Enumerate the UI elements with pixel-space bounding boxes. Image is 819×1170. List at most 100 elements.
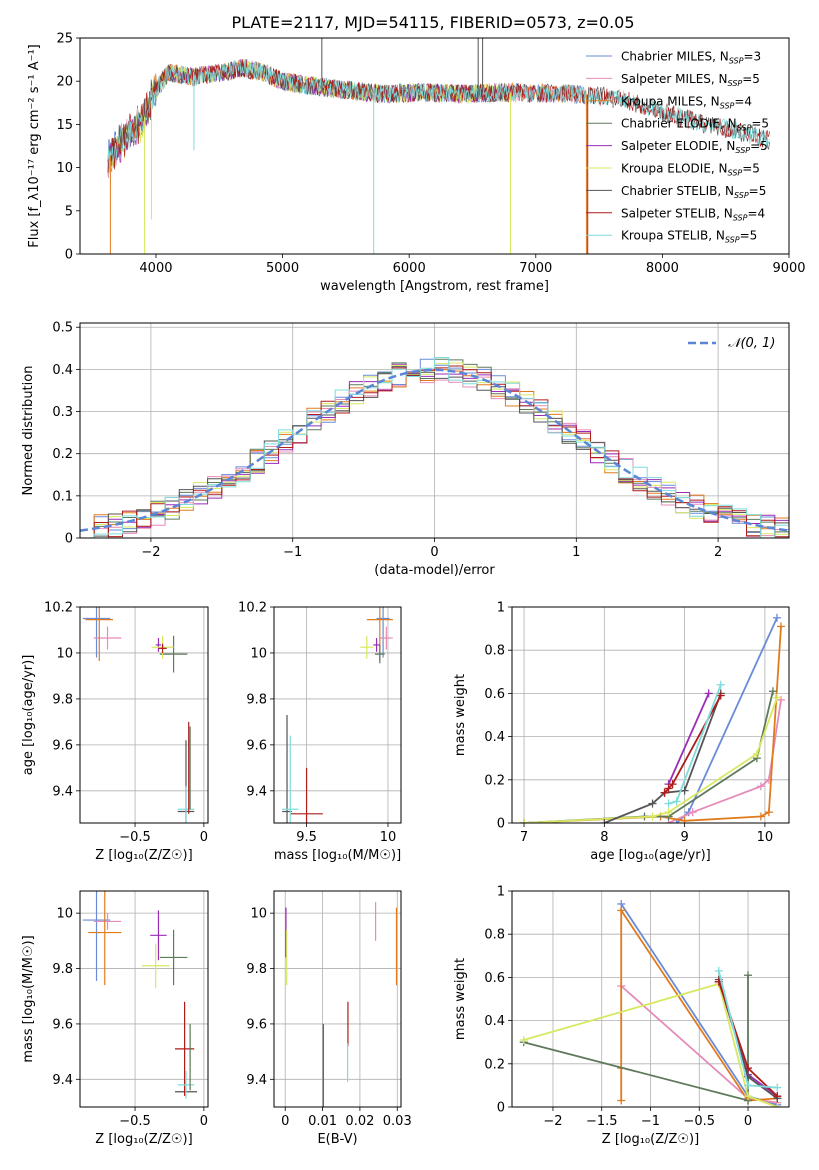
legend-label-kroupa_elodie: Kroupa ELODIE, NSSP=5 — [621, 162, 760, 178]
y-tick-label: 0.6 — [484, 687, 505, 702]
weight_vs_age-marker — [756, 782, 765, 791]
x-tick-label: 6000 — [393, 261, 426, 276]
age_vs_mass-point-0 — [376, 607, 390, 658]
mass_vs_ebv-frame — [273, 890, 402, 1108]
y-axis-label: Flux [f_λ10⁻¹⁷ erg cm⁻² s⁻¹ A⁻¹] — [27, 44, 42, 248]
x-tick-label: 0 — [200, 1114, 208, 1129]
weight_vs_age-marker — [776, 695, 785, 704]
age_vs_mass-point-1 — [379, 626, 393, 650]
age_vs_Z-point-7 — [158, 643, 167, 653]
weight_vs_age-marker — [664, 784, 673, 793]
weight_vs_age-marker — [520, 819, 529, 823]
y-tick-label: 9.4 — [52, 784, 73, 799]
x-tick-label: −0.5 — [119, 1114, 151, 1129]
weight_vs_age-marker — [716, 680, 725, 689]
x-tick-label: 0 — [200, 830, 208, 845]
weight_vs_age-marker — [776, 622, 785, 631]
x-axis-label: Z [log₁₀(Z/Z☉)] — [95, 1132, 192, 1147]
weight_vs_age-marker — [756, 812, 765, 821]
weight_vs_age-line-chabrier_miles — [675, 617, 778, 823]
weight_vs_age-line-chabrier_stelib — [603, 693, 722, 823]
weight_vs_Z-marker — [519, 1036, 528, 1045]
x-tick-label: 9000 — [772, 261, 805, 276]
x-tick-label: 8000 — [646, 261, 679, 276]
y-tick-label: 9.4 — [52, 1073, 73, 1088]
weight_vs_age-marker — [680, 786, 689, 795]
weight_vs_age-marker — [716, 691, 725, 700]
x-tick-label: 0.02 — [345, 1114, 374, 1129]
age_vs_Z-point-3 — [159, 635, 188, 673]
y-tick-label: 0.4 — [484, 1014, 505, 1029]
age_vs_mass-plot-area — [282, 607, 393, 823]
y-tick-label: 5 — [65, 204, 73, 219]
y-tick-label: 9.8 — [52, 962, 73, 977]
mass_vs_Z-plot-area — [82, 891, 197, 1099]
weight_vs_age-marker — [768, 687, 777, 696]
y-axis-label: mass [log₁₀(M/M☉)] — [21, 935, 36, 1062]
mass_vs_Z-point-2 — [88, 891, 122, 986]
mass_vs_Z-point-5 — [141, 943, 170, 988]
age_vs_Z-point-1 — [93, 626, 122, 650]
y-tick-label: 10 — [250, 646, 267, 661]
y-tick-label: 0.2 — [52, 447, 73, 462]
weight_vs_age-plot-area — [520, 613, 785, 823]
x-tick-label: −1 — [641, 1114, 660, 1129]
weight_vs_age-frame — [511, 606, 790, 824]
mass_vs_Z-point-0 — [82, 891, 111, 981]
y-tick-label: 0.8 — [484, 928, 505, 943]
y-tick-label: 9.6 — [52, 1017, 73, 1032]
mass_vs_ebv-axes — [270, 890, 402, 1111]
weight_vs_Z-marker — [773, 1103, 782, 1107]
x-axis-label: mass [log₁₀(M/M☉)] — [274, 848, 401, 863]
y-tick-label: 0.2 — [484, 1057, 505, 1072]
weight_vs_age-marker — [660, 788, 669, 797]
y-tick-label: 0.8 — [484, 644, 505, 659]
weight_vs_Z-line-chabrier_elodie — [523, 975, 749, 1102]
mass_vs_Z-point-1 — [93, 913, 122, 930]
weight_vs_age-marker — [664, 799, 673, 808]
x-tick-label: 10 — [757, 830, 774, 845]
y-tick-label: 0 — [65, 532, 73, 547]
weight_vs_age-axes — [508, 606, 790, 827]
mass_vs_Z-point-4 — [150, 910, 167, 961]
x-tick-label: 7000 — [519, 261, 552, 276]
weight_vs_age-marker — [764, 808, 773, 817]
y-axis-label: mass weight — [453, 958, 468, 1040]
y-tick-label: 0.6 — [484, 971, 505, 986]
y-tick-label: 0.5 — [52, 321, 73, 336]
y-axis-label: mass weight — [453, 674, 468, 756]
legend-label-normal: 𝒩(0, 1) — [728, 336, 775, 351]
x-axis-label: age [log₁₀(age/yr)] — [590, 848, 711, 863]
y-tick-label: 9.6 — [52, 738, 73, 753]
x-axis-label: Z [log₁₀(Z/Z☉)] — [95, 848, 192, 863]
x-tick-label: 7 — [520, 830, 528, 845]
legend-label-kroupa_stelib: Kroupa STELIB, NSSP=5 — [621, 229, 757, 245]
x-axis-label: E(B-V) — [317, 1132, 357, 1147]
age_vs_mass-point-5 — [360, 635, 374, 659]
y-axis-label: age [log₁₀(age/yr)] — [21, 655, 36, 776]
plot-layer: 4000 5000 6000 7000 8000 90000510152025wavele… — [21, 32, 806, 1148]
weight_vs_age-marker — [672, 797, 681, 806]
y-tick-label: 0 — [497, 1101, 505, 1116]
hist-step-chabrier_stelib — [80, 366, 789, 538]
x-tick-label: 9 — [680, 830, 688, 845]
weight_vs_age-marker — [648, 799, 657, 808]
y-axis-label: Normed distribution — [21, 366, 36, 496]
x-axis-label: Z [log₁₀(Z/Z☉)] — [602, 1132, 699, 1147]
spectrum-frame — [79, 37, 790, 255]
weight_vs_age-line-salpeter_elodie — [667, 693, 710, 785]
mass_vs_Z-frame — [79, 890, 209, 1108]
mass_vs_Z-point-8 — [177, 1071, 195, 1099]
y-tick-label: 10 — [56, 161, 73, 176]
y-tick-label: 0.4 — [484, 730, 505, 745]
legend-label-salpeter_elodie: Salpeter ELODIE, NSSP=5 — [621, 139, 768, 155]
weight_vs_Z-marker — [744, 1064, 753, 1073]
x-tick-label: 2 — [714, 545, 722, 560]
weight_vs_Z-line-kroupa_elodie — [523, 982, 778, 1107]
x-tick-label: 9.5 — [296, 830, 317, 845]
mass_vs_Z-point-3 — [159, 929, 188, 986]
y-tick-label: 15 — [56, 118, 73, 133]
age_vs_mass-point-7 — [290, 767, 323, 823]
weight_vs_Z-marker — [773, 1083, 782, 1092]
weight_vs_age-marker — [664, 808, 673, 817]
